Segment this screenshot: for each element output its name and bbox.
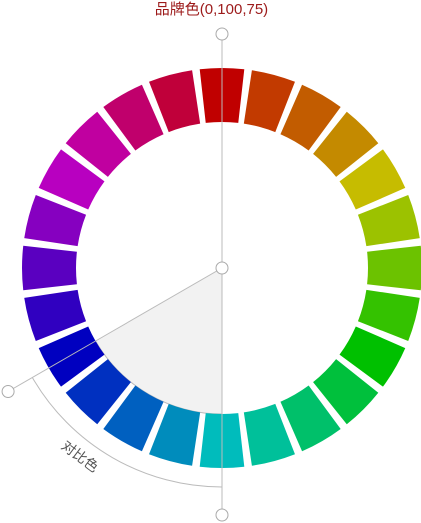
- color-segment[interactable]: [357, 195, 420, 247]
- color-segment[interactable]: [339, 149, 406, 210]
- color-segment[interactable]: [357, 289, 420, 341]
- contrast-start-handle[interactable]: [1, 385, 15, 398]
- color-segment[interactable]: [149, 70, 201, 133]
- contrast-arc-tick: [7, 340, 96, 392]
- color-segment[interactable]: [243, 403, 295, 466]
- color-segment[interactable]: [149, 403, 201, 466]
- color-segment[interactable]: [313, 111, 379, 177]
- color-segment[interactable]: [280, 84, 341, 151]
- contrast-label: 对比色: [59, 437, 102, 475]
- color-segment[interactable]: [103, 84, 164, 151]
- brand-color-handle[interactable]: [215, 27, 229, 41]
- color-segment[interactable]: [313, 359, 379, 425]
- color-segment[interactable]: [65, 111, 131, 177]
- color-segment[interactable]: [367, 245, 421, 291]
- center-handle[interactable]: [215, 261, 229, 275]
- contrast-arc: [31, 377, 223, 488]
- color-segment[interactable]: [339, 326, 406, 387]
- color-segment[interactable]: [24, 195, 87, 247]
- color-segment[interactable]: [24, 289, 87, 341]
- color-segment[interactable]: [243, 70, 295, 133]
- color-segment[interactable]: [38, 326, 105, 387]
- color-segment[interactable]: [21, 245, 77, 291]
- contrast-end-handle[interactable]: [215, 508, 229, 522]
- color-segment[interactable]: [38, 149, 105, 210]
- color-segment[interactable]: [103, 385, 164, 452]
- brand-color-label: 品牌色(0,100,75): [154, 1, 269, 18]
- color-segment[interactable]: [65, 359, 131, 425]
- color-wheel-ring: [21, 67, 421, 468]
- color-segment[interactable]: [280, 385, 341, 452]
